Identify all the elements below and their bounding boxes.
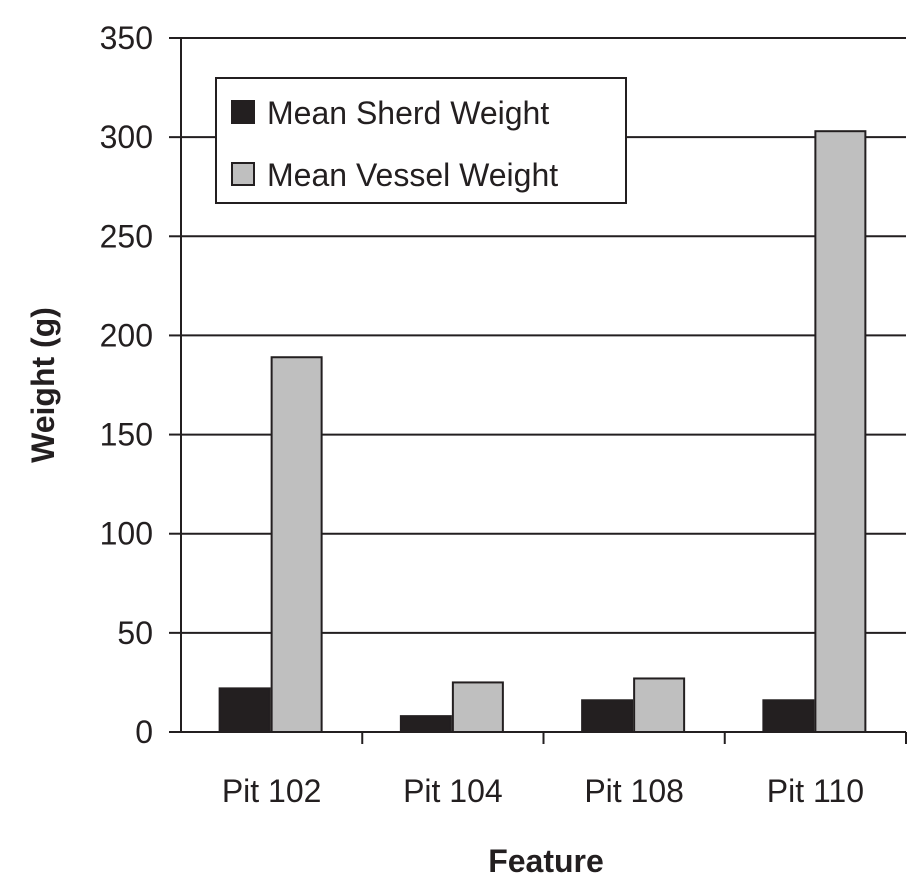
bar-vessel-1 — [270, 356, 323, 733]
legend-swatch-vessel — [231, 162, 255, 186]
bar-sherd-1 — [218, 687, 271, 733]
bar-sherd-4 — [762, 699, 815, 734]
y-axis-title: Weight (g) — [25, 307, 61, 463]
bar-vessel-2 — [451, 681, 504, 734]
y-tick-label: 350 — [100, 20, 153, 56]
legend-label-vessel: Mean Vessel Weight — [267, 157, 558, 193]
legend: Mean Sherd Weight Mean Vessel Weight — [215, 77, 627, 204]
axes — [169, 37, 907, 744]
legend-label-sherd: Mean Sherd Weight — [267, 95, 549, 131]
y-tick-label: 200 — [100, 317, 153, 353]
y-tick-label: 100 — [100, 516, 153, 552]
y-tick-label: 50 — [117, 615, 153, 651]
y-tick-label: 300 — [100, 119, 153, 155]
y-tick-label: 250 — [100, 218, 153, 254]
bars — [218, 130, 867, 734]
legend-box — [215, 77, 627, 204]
y-tick-label: 150 — [100, 417, 153, 453]
legend-swatch-sherd — [231, 100, 255, 124]
bar-vessel-3 — [633, 677, 686, 733]
x-tick-label: Pit 108 — [584, 773, 684, 809]
y-tick-labels: 0 50 100 150 200 250 300 350 — [100, 20, 153, 750]
x-axis-title: Feature — [488, 843, 604, 879]
x-tick-labels: Pit 102 Pit 104 Pit 108 Pit 110 — [222, 773, 864, 809]
bar-sherd-3 — [581, 699, 634, 734]
bar-sherd-2 — [399, 715, 452, 734]
x-tick-label: Pit 110 — [767, 773, 864, 809]
x-tick-label: Pit 104 — [403, 773, 503, 809]
y-tick-label: 0 — [135, 714, 153, 750]
x-tick-label: Pit 102 — [222, 773, 322, 809]
bar-vessel-4 — [814, 130, 867, 734]
